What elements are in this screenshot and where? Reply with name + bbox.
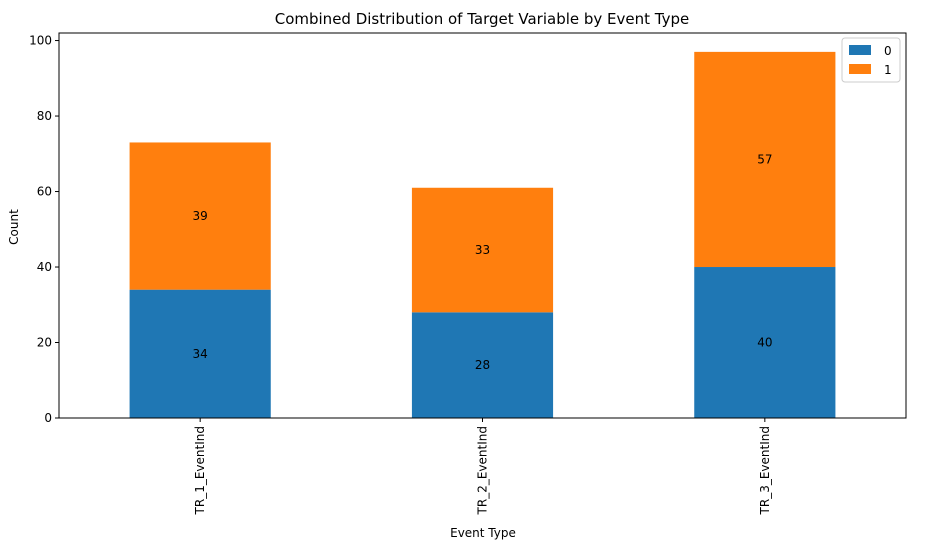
x-tick-label: TR_3_EventInd bbox=[758, 426, 772, 515]
y-tick-label: 0 bbox=[44, 411, 52, 425]
y-tick-label: 100 bbox=[29, 34, 52, 48]
legend-swatch bbox=[849, 45, 871, 55]
x-tick-label: TR_1_EventInd bbox=[193, 426, 207, 515]
data-label: 39 bbox=[193, 209, 208, 223]
x-tick-label: TR_2_EventInd bbox=[476, 426, 490, 515]
bar-segment-series-0-TR_1_EventInd bbox=[129, 289, 271, 418]
bar-segment-series-1-TR_2_EventInd bbox=[411, 187, 554, 313]
y-tick-label: 80 bbox=[37, 109, 52, 123]
y-tick-label: 20 bbox=[37, 336, 52, 350]
y-tick-label: 40 bbox=[37, 260, 52, 274]
legend-swatch bbox=[849, 64, 871, 74]
data-label: 33 bbox=[475, 243, 490, 257]
bar-segment-series-0-TR_3_EventInd bbox=[694, 267, 836, 418]
bar-segment-series-1-TR_1_EventInd bbox=[129, 142, 271, 290]
data-label: 34 bbox=[193, 347, 208, 361]
x-axis-label: Event Type bbox=[450, 526, 516, 540]
data-label: 28 bbox=[475, 358, 490, 372]
y-tick-label: 60 bbox=[37, 185, 52, 199]
bar-segment-series-1-TR_3_EventInd bbox=[694, 51, 836, 268]
data-label: 40 bbox=[757, 336, 772, 350]
plot-area: 34 28 40 39 33 57 0 20 40 60 80 100 TR_1_EventInd TR_… bbox=[29, 32, 907, 515]
bar-segment-series-0-TR_2_EventInd bbox=[411, 312, 554, 418]
legend-label: 1 bbox=[884, 63, 892, 77]
data-label: 57 bbox=[757, 152, 772, 166]
legend-label: 0 bbox=[884, 44, 892, 58]
y-axis-label: Count bbox=[7, 209, 21, 245]
chart-title: Combined Distribution of Target Variable… bbox=[275, 10, 690, 28]
